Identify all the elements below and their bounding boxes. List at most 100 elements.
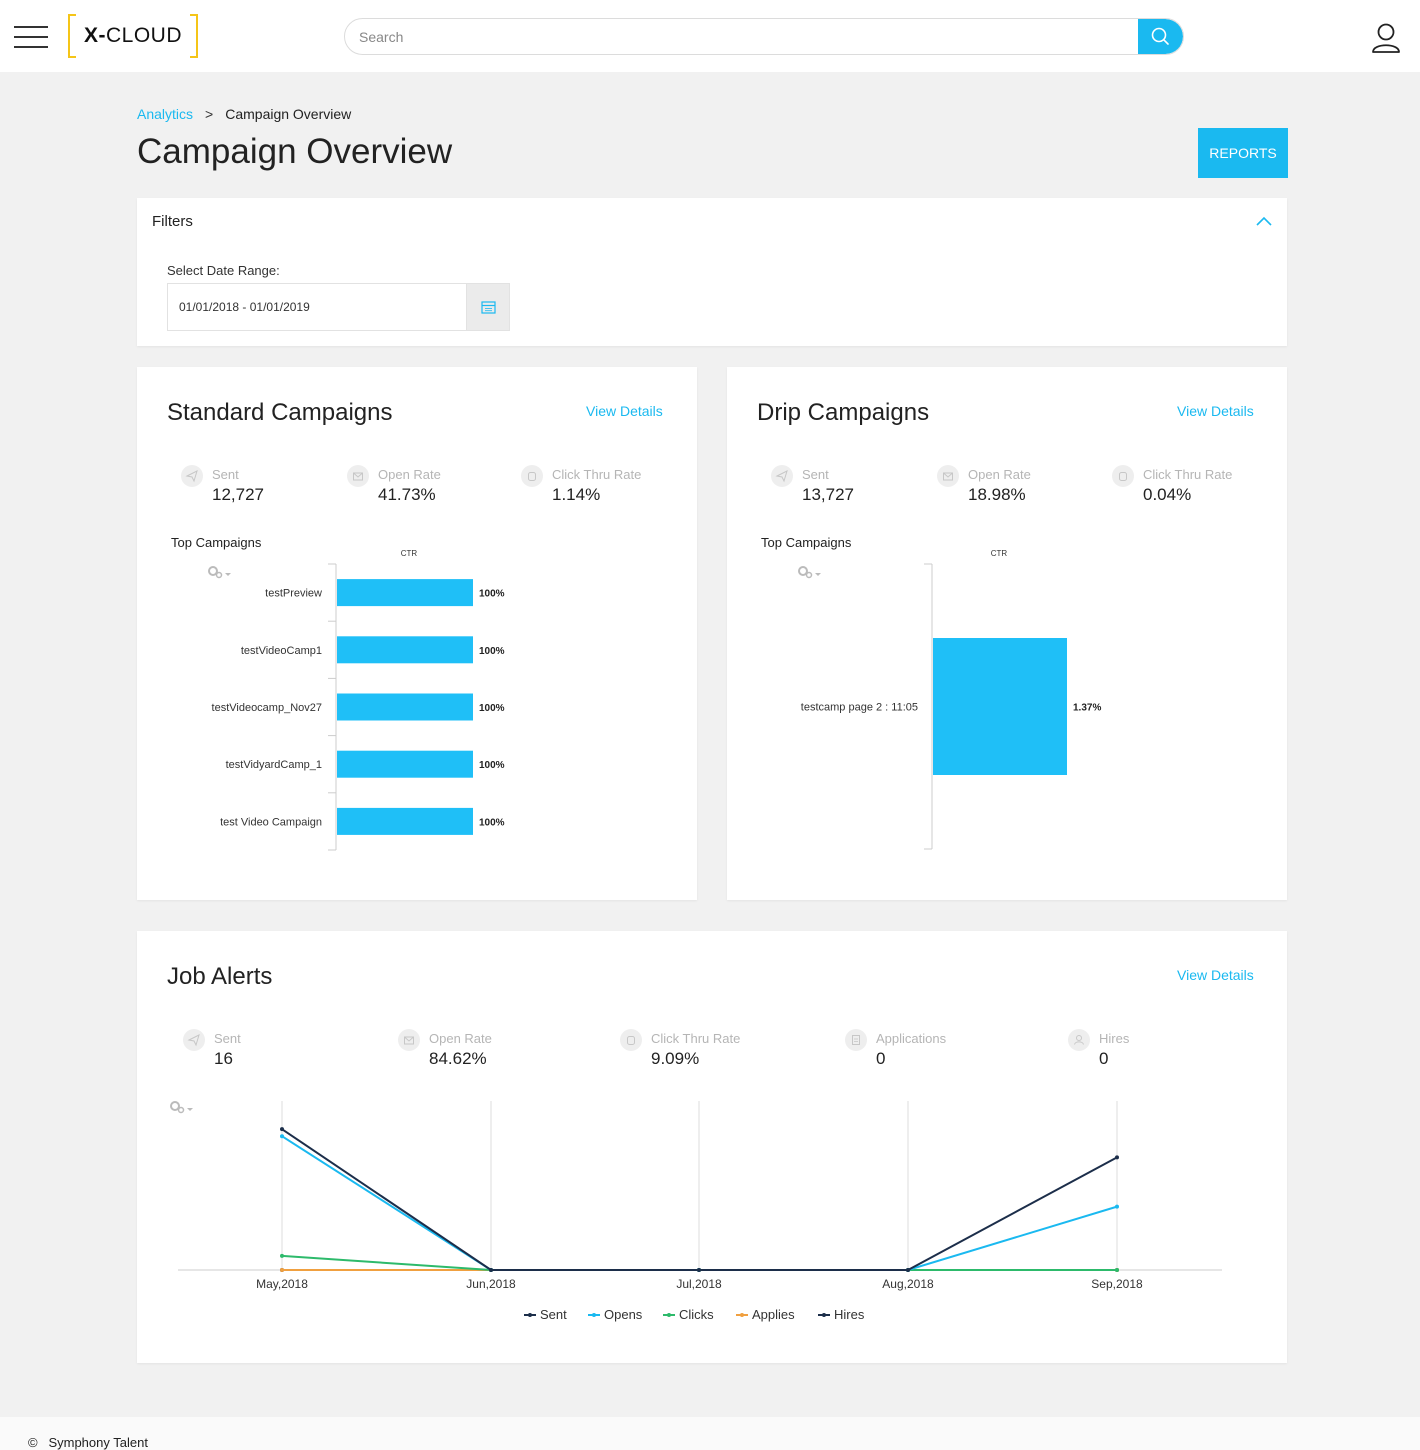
legend-label: Clicks <box>679 1307 714 1322</box>
legend-item-hires[interactable]: Hires <box>818 1307 865 1322</box>
calendar-icon <box>481 301 496 314</box>
send-icon <box>771 465 793 487</box>
metric-label: Open Rate <box>968 467 1031 482</box>
metric-value: 0.04% <box>1143 485 1192 504</box>
data-point <box>697 1268 701 1272</box>
x-tick-label: May,2018 <box>256 1277 308 1291</box>
category-label: testVideoCamp1 <box>241 645 322 657</box>
data-point <box>489 1268 493 1272</box>
metric-label: Applications <box>876 1031 947 1046</box>
envelope-icon <box>347 465 369 487</box>
bar <box>337 807 473 835</box>
data-label: 100% <box>479 703 505 714</box>
breadcrumb-analytics[interactable]: Analytics <box>137 106 194 122</box>
legend-marker <box>740 1313 744 1317</box>
x-tick-label: Jun,2018 <box>466 1277 516 1291</box>
user-icon[interactable] <box>1368 20 1404 56</box>
bar <box>337 693 473 721</box>
send-icon <box>183 1029 205 1051</box>
reports-button[interactable]: REPORTS <box>1198 128 1288 178</box>
data-point <box>1115 1155 1119 1160</box>
filters-title: Filters <box>152 213 193 230</box>
data-point <box>1115 1204 1119 1209</box>
metric-label: Click Thru Rate <box>552 467 642 482</box>
category-label: testVideocamp_Nov27 <box>212 702 322 714</box>
category-label: testcamp page 2 : 11:05 <box>801 702 918 714</box>
standard-ctr-chart: CTR testPreview 100% testVideoCamp1 100% test… <box>212 549 505 851</box>
metric-label: Sent <box>212 467 239 482</box>
footer-text: Symphony Talent <box>48 1435 148 1450</box>
data-point <box>280 1253 284 1258</box>
legend-item-applies[interactable]: Applies <box>736 1307 795 1322</box>
metric-label: Click Thru Rate <box>651 1031 741 1046</box>
envelope-icon <box>398 1029 420 1051</box>
bar <box>337 636 473 664</box>
legend-label: Hires <box>834 1307 865 1322</box>
menu-icon[interactable] <box>14 26 50 50</box>
page-title: Campaign Overview <box>137 132 453 171</box>
legend-marker <box>667 1313 671 1317</box>
envelope-icon <box>937 465 959 487</box>
drip-ctr-chart: CTR testcamp page 2 : 11:05 1.37% <box>801 549 1101 850</box>
footer: © Symphony Talent <box>0 1417 1420 1450</box>
data-point <box>1115 1268 1119 1272</box>
legend-item-clicks[interactable]: Clicks <box>663 1307 714 1322</box>
legend-label: Sent <box>540 1307 567 1322</box>
metric-label: Sent <box>802 467 829 482</box>
legend-label: Opens <box>604 1307 643 1322</box>
settings-gear-icon[interactable] <box>795 562 825 584</box>
metric-value: 12,727 <box>212 485 264 504</box>
drip-campaigns-card: Drip Campaigns View Details Sent 13,727 … <box>727 367 1287 900</box>
click-icon <box>521 465 543 487</box>
top-bar: X-CLOUD <box>0 0 1420 72</box>
bar <box>337 750 473 778</box>
legend-label: Applies <box>752 1307 795 1322</box>
chevron-up-icon[interactable] <box>1255 214 1273 228</box>
data-label: 1.37% <box>1073 703 1101 714</box>
logo[interactable]: X-CLOUD <box>68 14 198 58</box>
metric-value: 0 <box>876 1049 886 1068</box>
data-point <box>906 1268 910 1272</box>
standard-campaigns-card: Standard Campaigns View Details Sent 12,… <box>137 367 697 900</box>
legend-item-opens[interactable]: Opens <box>588 1307 643 1322</box>
search-input[interactable] <box>345 19 1140 54</box>
copyright-symbol: © <box>28 1435 38 1450</box>
settings-gear-icon[interactable] <box>167 1097 197 1119</box>
metric-label: Click Thru Rate <box>1143 467 1233 482</box>
metric-value: 1.14% <box>552 485 601 504</box>
metric-value: 16 <box>214 1049 233 1068</box>
x-tick-label: Sep,2018 <box>1091 1277 1143 1291</box>
metric-value: 41.73% <box>378 485 436 504</box>
metric-value: 84.62% <box>429 1049 487 1068</box>
metric-label: Open Rate <box>429 1031 492 1046</box>
metric-value: 18.98% <box>968 485 1026 504</box>
standard-view-details-link[interactable]: View Details <box>586 403 663 419</box>
calendar-button[interactable] <box>466 283 510 331</box>
search-button[interactable] <box>1138 19 1183 54</box>
person-icon <box>1068 1029 1090 1051</box>
document-icon <box>845 1029 867 1051</box>
send-icon <box>181 465 203 487</box>
jobs-view-details-link[interactable]: View Details <box>1177 967 1254 983</box>
metric-value: 9.09% <box>651 1049 700 1068</box>
bar <box>337 579 473 607</box>
data-label: 100% <box>479 817 505 828</box>
data-point <box>280 1268 284 1272</box>
click-icon <box>620 1029 642 1051</box>
metric-value: 13,727 <box>802 485 854 504</box>
standard-top-campaigns-label: Top Campaigns <box>171 535 262 550</box>
search-icon <box>1151 27 1169 45</box>
drip-view-details-link[interactable]: View Details <box>1177 403 1254 419</box>
legend-item-sent[interactable]: Sent <box>524 1307 567 1322</box>
data-point <box>280 1134 284 1139</box>
data-label: 100% <box>479 760 505 771</box>
date-range-label: Select Date Range: <box>167 263 280 278</box>
standard-campaigns-title: Standard Campaigns <box>167 399 393 426</box>
logo-bold: X- <box>83 24 106 47</box>
legend-marker <box>592 1313 596 1317</box>
x-tick-label: Jul,2018 <box>676 1277 722 1291</box>
date-range-field[interactable]: 01/01/2018 - 01/01/2019 <box>167 283 467 331</box>
settings-gear-icon[interactable] <box>205 562 235 584</box>
job-alerts-card: Job Alerts View Details Sent 16 Open Rat… <box>137 931 1287 1363</box>
job-alerts-line-chart: May,2018 Jun,2018 Jul,2018 Aug,2018 Sep,2018… <box>178 1101 1222 1322</box>
